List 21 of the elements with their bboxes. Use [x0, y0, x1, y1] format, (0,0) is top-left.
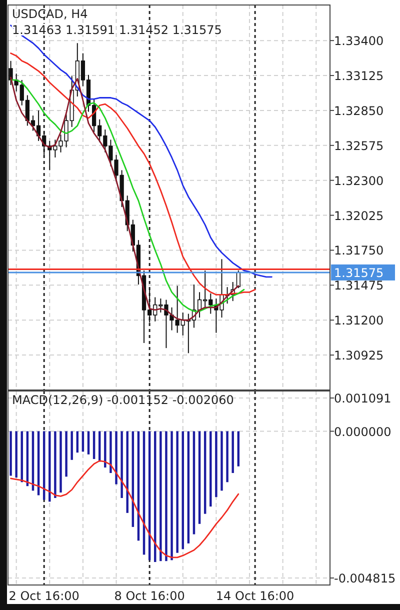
x-tick-label: 8 Oct 16:00 — [114, 589, 185, 603]
y-tick-label: 1.31200 — [334, 314, 384, 328]
ref-line-label: 1.31575 — [334, 266, 384, 280]
line-series — [10, 460, 240, 558]
y-tick-label: 1.32300 — [334, 174, 384, 188]
y-tick-label: 0.001091 — [334, 392, 392, 406]
y-tick-label: -0.004815 — [334, 572, 396, 586]
line-series — [10, 24, 272, 278]
y-tick-label: 1.32850 — [334, 104, 384, 118]
y-tick-label: 0.000000 — [334, 424, 392, 439]
x-tick-label: 14 Oct 16:00 — [216, 589, 294, 603]
y-tick-label: 1.31475 — [334, 278, 384, 293]
chart-title: MACD(12,26,9) -0.001152 -0.002060 — [12, 393, 234, 407]
chart-title: USDCAD, H4 — [12, 7, 88, 21]
y-tick-label: 1.30925 — [334, 348, 384, 363]
y-tick-label: 1.32575 — [334, 138, 384, 153]
x-tick-label: 2 Oct 16:00 — [8, 589, 80, 603]
y-tick-label: 1.31750 — [334, 244, 384, 258]
y-tick-label: 1.32025 — [334, 208, 384, 223]
y-tick-label: 1.33400 — [334, 34, 384, 48]
y-tick-label: 1.33125 — [334, 69, 384, 84]
